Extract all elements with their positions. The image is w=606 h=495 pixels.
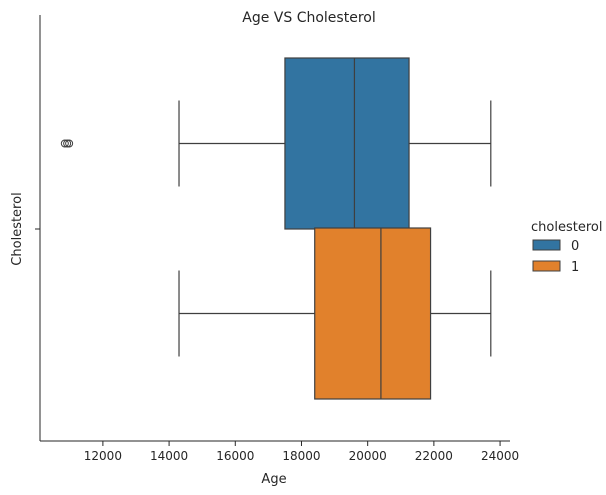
outlier-point — [60, 139, 69, 148]
legend-label-1: 1 — [571, 260, 579, 275]
y-axis-label: Cholesterol — [10, 192, 25, 265]
legend-label-0: 0 — [571, 239, 579, 254]
x-tick-label: 14000 — [150, 449, 188, 463]
x-tick-label: 18000 — [282, 449, 320, 463]
legend-swatch-1 — [532, 260, 561, 272]
x-tick-label: 24000 — [481, 449, 519, 463]
x-tick-label: 16000 — [216, 449, 254, 463]
legend-title: cholesterol — [531, 220, 602, 235]
x-axis-label: Age — [261, 472, 286, 487]
chart-title: Age VS Cholesterol — [242, 10, 375, 26]
box — [314, 227, 432, 400]
legend-swatch-0 — [532, 239, 561, 251]
legend: cholesterol 0 1 — [531, 220, 602, 275]
box — [284, 57, 410, 230]
outlier-point — [65, 139, 74, 148]
box-series-1 — [178, 227, 492, 400]
x-tick-label: 20000 — [349, 449, 387, 463]
x-tick-label: 12000 — [84, 449, 122, 463]
x-tick-label: 22000 — [415, 449, 453, 463]
box-series-0 — [60, 57, 492, 230]
plot-area — [60, 57, 492, 400]
outlier-point — [63, 139, 72, 148]
x-axis-ticks: 12000 14000 16000 18000 20000 22000 24000 — [84, 441, 519, 463]
